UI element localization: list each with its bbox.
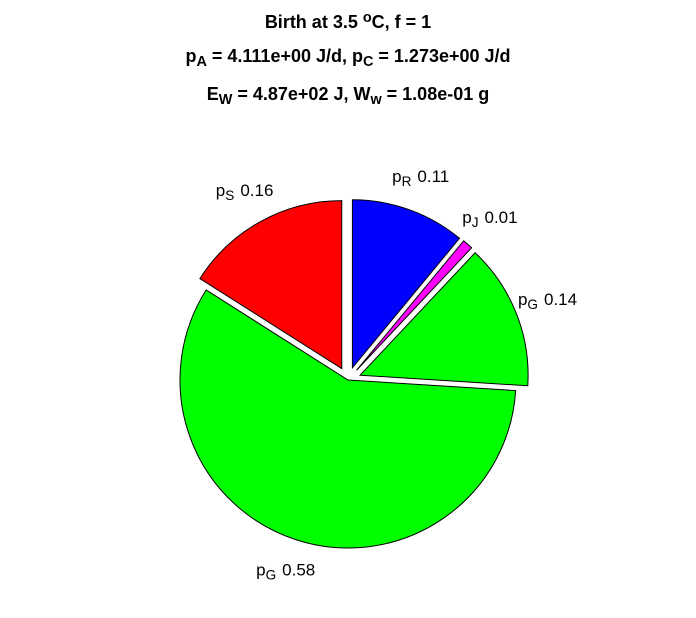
slice-label: pG 0.58	[256, 561, 315, 582]
slice-value: 0.11	[417, 168, 449, 187]
text-part: p	[256, 561, 265, 580]
pie-slice	[179, 289, 517, 549]
text-part: = 1.273e+00 J/d	[373, 46, 510, 66]
pie-slice	[351, 199, 461, 370]
text-part: J	[472, 215, 479, 230]
slice-value: 0.14	[544, 290, 577, 309]
text-part: = 4.111e+00 J/d, p	[207, 46, 363, 66]
text-part: p	[518, 290, 527, 309]
slice-value: 0.58	[282, 561, 315, 580]
text-part: G	[266, 568, 277, 583]
chart-title: pA = 4.111e+00 J/d, pC = 1.273e+00 J/d	[185, 46, 510, 70]
chart-title: Birth at 3.5 oC, f = 1	[265, 10, 431, 32]
text-part: p	[392, 168, 401, 187]
text-part: w	[369, 92, 382, 108]
text-part: E	[207, 84, 219, 104]
text-part: o	[363, 10, 372, 26]
text-part: = 1.08e-01 g	[382, 84, 490, 104]
slice-value: 0.01	[485, 209, 518, 228]
pie-slice	[356, 240, 473, 371]
text-part: C, f = 1	[372, 12, 432, 32]
pie-slice	[358, 252, 529, 387]
text-part: G	[527, 297, 538, 312]
text-part: R	[402, 174, 412, 189]
text-part: S	[225, 188, 234, 203]
text-part: p	[216, 181, 225, 200]
text-part: p	[462, 209, 471, 228]
slice-label: pS 0.16	[216, 181, 274, 202]
slice-label: pG 0.14	[518, 290, 577, 311]
text-part: Birth at 3.5	[265, 12, 363, 32]
pie-slice	[199, 200, 343, 370]
text-part: A	[196, 54, 207, 70]
text-part: = 4.87e+02 J, W	[232, 84, 370, 104]
slice-value: 0.16	[240, 181, 273, 200]
text-part: C	[363, 54, 373, 70]
slice-label: pJ 0.01	[462, 209, 517, 230]
slice-label: pR 0.11	[392, 168, 449, 189]
chart-title: EW = 4.87e+02 J, Ww = 1.08e-01 g	[207, 84, 489, 108]
text-part: p	[185, 46, 196, 66]
text-part: W	[219, 92, 233, 108]
